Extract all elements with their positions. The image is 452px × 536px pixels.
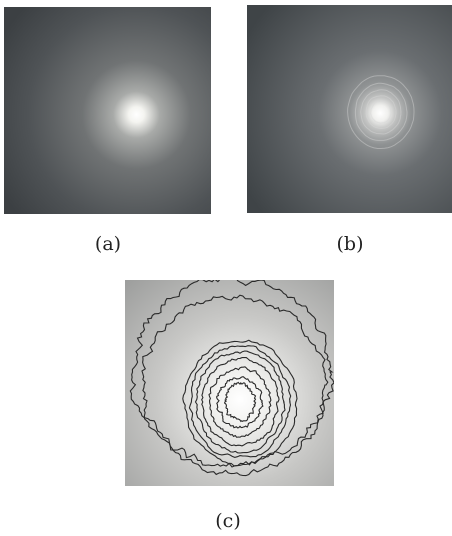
image-b	[247, 5, 452, 213]
caption: (b)	[337, 233, 364, 255]
caption: (a)	[95, 233, 121, 255]
figure: (a) (b) (c)	[0, 0, 452, 536]
caption: (c)	[215, 510, 240, 532]
image-a	[4, 7, 211, 214]
figure-images	[0, 0, 452, 536]
